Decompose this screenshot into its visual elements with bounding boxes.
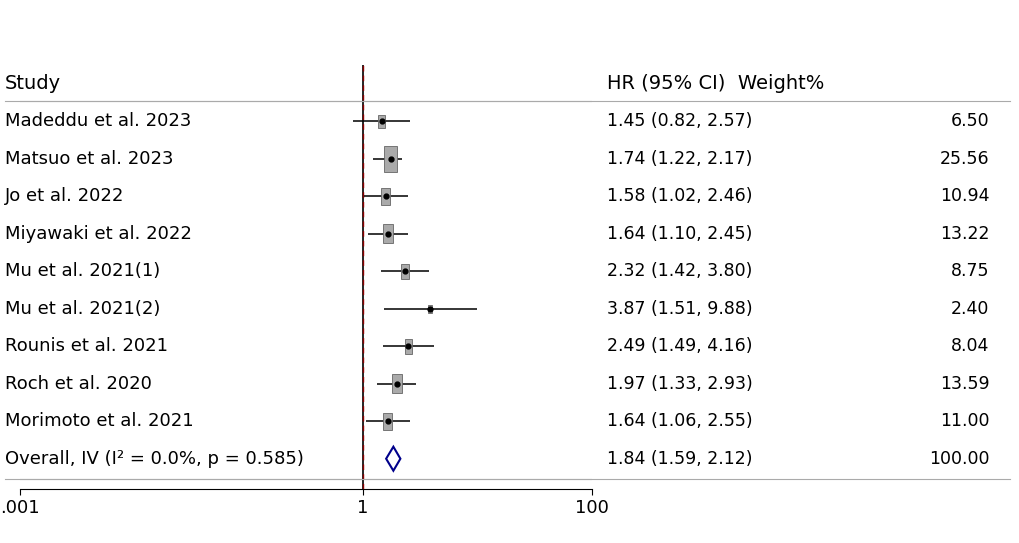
Text: 1.58 (1.02, 2.46): 1.58 (1.02, 2.46) (606, 187, 752, 205)
Text: 1.84 (1.59, 2.12): 1.84 (1.59, 2.12) (606, 450, 752, 468)
Text: 25.56: 25.56 (938, 150, 988, 168)
Text: Miyawaki et al. 2022: Miyawaki et al. 2022 (5, 225, 192, 243)
Bar (378, 115, 384, 128)
Bar (383, 146, 397, 172)
Bar (383, 413, 391, 430)
Text: 1.74 (1.22, 2.17): 1.74 (1.22, 2.17) (606, 150, 752, 168)
Text: Madeddu et al. 2023: Madeddu et al. 2023 (5, 112, 192, 130)
Polygon shape (386, 447, 400, 471)
Text: 13.22: 13.22 (938, 225, 988, 243)
Text: Jo et al. 2022: Jo et al. 2022 (5, 187, 124, 205)
Text: Roch et al. 2020: Roch et al. 2020 (5, 375, 152, 393)
Text: Mu et al. 2021(2): Mu et al. 2021(2) (5, 300, 160, 318)
Text: 10.94: 10.94 (938, 187, 988, 205)
Bar (405, 339, 412, 353)
Text: Overall, IV (I² = 0.0%, p = 0.585): Overall, IV (I² = 0.0%, p = 0.585) (5, 450, 304, 468)
Text: 2.40: 2.40 (950, 300, 988, 318)
Text: 1.64 (1.10, 2.45): 1.64 (1.10, 2.45) (606, 225, 752, 243)
Text: Morimoto et al. 2021: Morimoto et al. 2021 (5, 412, 194, 430)
Text: HR (95% CI)  Weight%: HR (95% CI) Weight% (606, 74, 823, 93)
Text: 1.45 (0.82, 2.57): 1.45 (0.82, 2.57) (606, 112, 752, 130)
Text: 8.04: 8.04 (950, 337, 988, 355)
Bar (428, 305, 432, 313)
Text: Rounis et al. 2021: Rounis et al. 2021 (5, 337, 168, 355)
Bar (381, 188, 390, 205)
Text: Study: Study (5, 74, 61, 93)
Text: 2.32 (1.42, 3.80): 2.32 (1.42, 3.80) (606, 262, 752, 280)
Bar (400, 263, 409, 279)
Bar (391, 374, 401, 393)
Text: Matsuo et al. 2023: Matsuo et al. 2023 (5, 150, 173, 168)
Text: 11.00: 11.00 (938, 412, 988, 430)
Text: 2.49 (1.49, 4.16): 2.49 (1.49, 4.16) (606, 337, 752, 355)
Text: 100.00: 100.00 (928, 450, 988, 468)
Text: Mu et al. 2021(1): Mu et al. 2021(1) (5, 262, 160, 280)
Text: 3.87 (1.51, 9.88): 3.87 (1.51, 9.88) (606, 300, 752, 318)
Text: 13.59: 13.59 (938, 375, 988, 393)
Text: 1.97 (1.33, 2.93): 1.97 (1.33, 2.93) (606, 375, 752, 393)
Text: 6.50: 6.50 (950, 112, 988, 130)
Text: 8.75: 8.75 (950, 262, 988, 280)
Text: 1.64 (1.06, 2.55): 1.64 (1.06, 2.55) (606, 412, 752, 430)
Bar (382, 224, 392, 243)
